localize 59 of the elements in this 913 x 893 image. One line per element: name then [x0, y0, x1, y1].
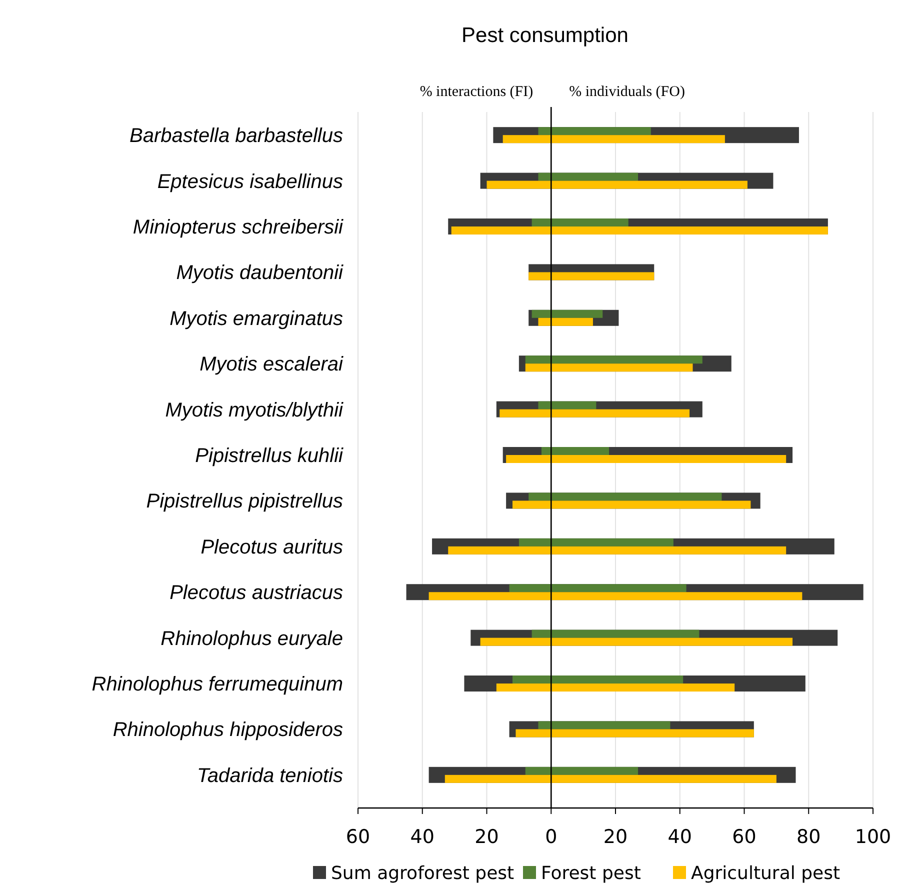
- bar: [444, 774, 776, 783]
- chart-title: Pest consumption: [462, 24, 628, 47]
- y-tick-label: Eptesicus isabellinus: [157, 170, 343, 193]
- y-tick-label: Myotis escalerai: [200, 354, 344, 376]
- y-tick-label: Rhinolophus euryale: [160, 628, 343, 650]
- y-tick-label: Rhinolophus ferrumequinum: [92, 674, 343, 696]
- x-tick-label: 40: [410, 826, 434, 848]
- legend-label: Sum agroforest pest: [331, 863, 514, 884]
- bar: [480, 638, 793, 646]
- x-tick-label: 60: [346, 826, 370, 848]
- bar: [506, 455, 786, 463]
- y-tick-label: Myotis emarginatus: [170, 308, 343, 330]
- y-tick-label: Myotis myotis/blythii: [165, 399, 344, 422]
- y-tick-label: Rhinolophus hipposideros: [112, 719, 343, 742]
- bar: [528, 272, 654, 280]
- bar: [538, 172, 638, 181]
- bar: [509, 584, 686, 592]
- y-tick-label: Plecotus auritus: [200, 536, 343, 558]
- bar: [528, 492, 722, 501]
- bar: [516, 729, 754, 738]
- bar: [448, 546, 786, 554]
- text: % individuals (FO): [569, 84, 685, 100]
- bar: [525, 356, 702, 364]
- y-tick-label: Pipistrellus kuhlii: [195, 445, 344, 467]
- bar: [538, 318, 593, 326]
- bar: [428, 592, 802, 600]
- y-tick-label: Myotis daubentonii: [176, 262, 344, 284]
- bar: [538, 401, 596, 410]
- bar: [541, 447, 610, 455]
- y-tick-label: Plecotus austriacus: [170, 582, 343, 604]
- y-tick-label: Miniopterus schreibersii: [132, 216, 344, 238]
- bar: [518, 538, 674, 546]
- y-tick-label: Pipistrellus pipistrellus: [146, 490, 343, 513]
- bar: [451, 226, 828, 234]
- x-tick-label: 20: [603, 826, 628, 848]
- bar: [486, 180, 748, 189]
- bar: [496, 684, 735, 692]
- bar: [512, 676, 684, 684]
- bar: [532, 630, 700, 638]
- bar: [538, 721, 670, 730]
- y-tick-label: Tadarida teniotis: [196, 764, 343, 787]
- legend-label: Forest pest: [541, 863, 641, 884]
- x-tick-label: 0: [545, 826, 558, 848]
- x-tick-label: 20: [474, 826, 499, 848]
- bar: [532, 218, 628, 226]
- x-tick-label: 80: [796, 826, 821, 848]
- x-tick-label: 40: [668, 826, 692, 848]
- bar: [525, 364, 693, 372]
- bar: [500, 409, 690, 418]
- bar: [512, 500, 751, 509]
- x-tick-label: 100: [854, 826, 892, 848]
- legend-label: Agricultural pest: [691, 863, 840, 884]
- bar: [502, 135, 725, 144]
- bar: [532, 310, 603, 318]
- text: % interactions (FI): [420, 84, 534, 100]
- bar: [525, 766, 638, 775]
- y-tick-label: Barbastella barbastellus: [130, 125, 343, 148]
- bar: [538, 127, 651, 136]
- x-tick-label: 60: [732, 826, 756, 848]
